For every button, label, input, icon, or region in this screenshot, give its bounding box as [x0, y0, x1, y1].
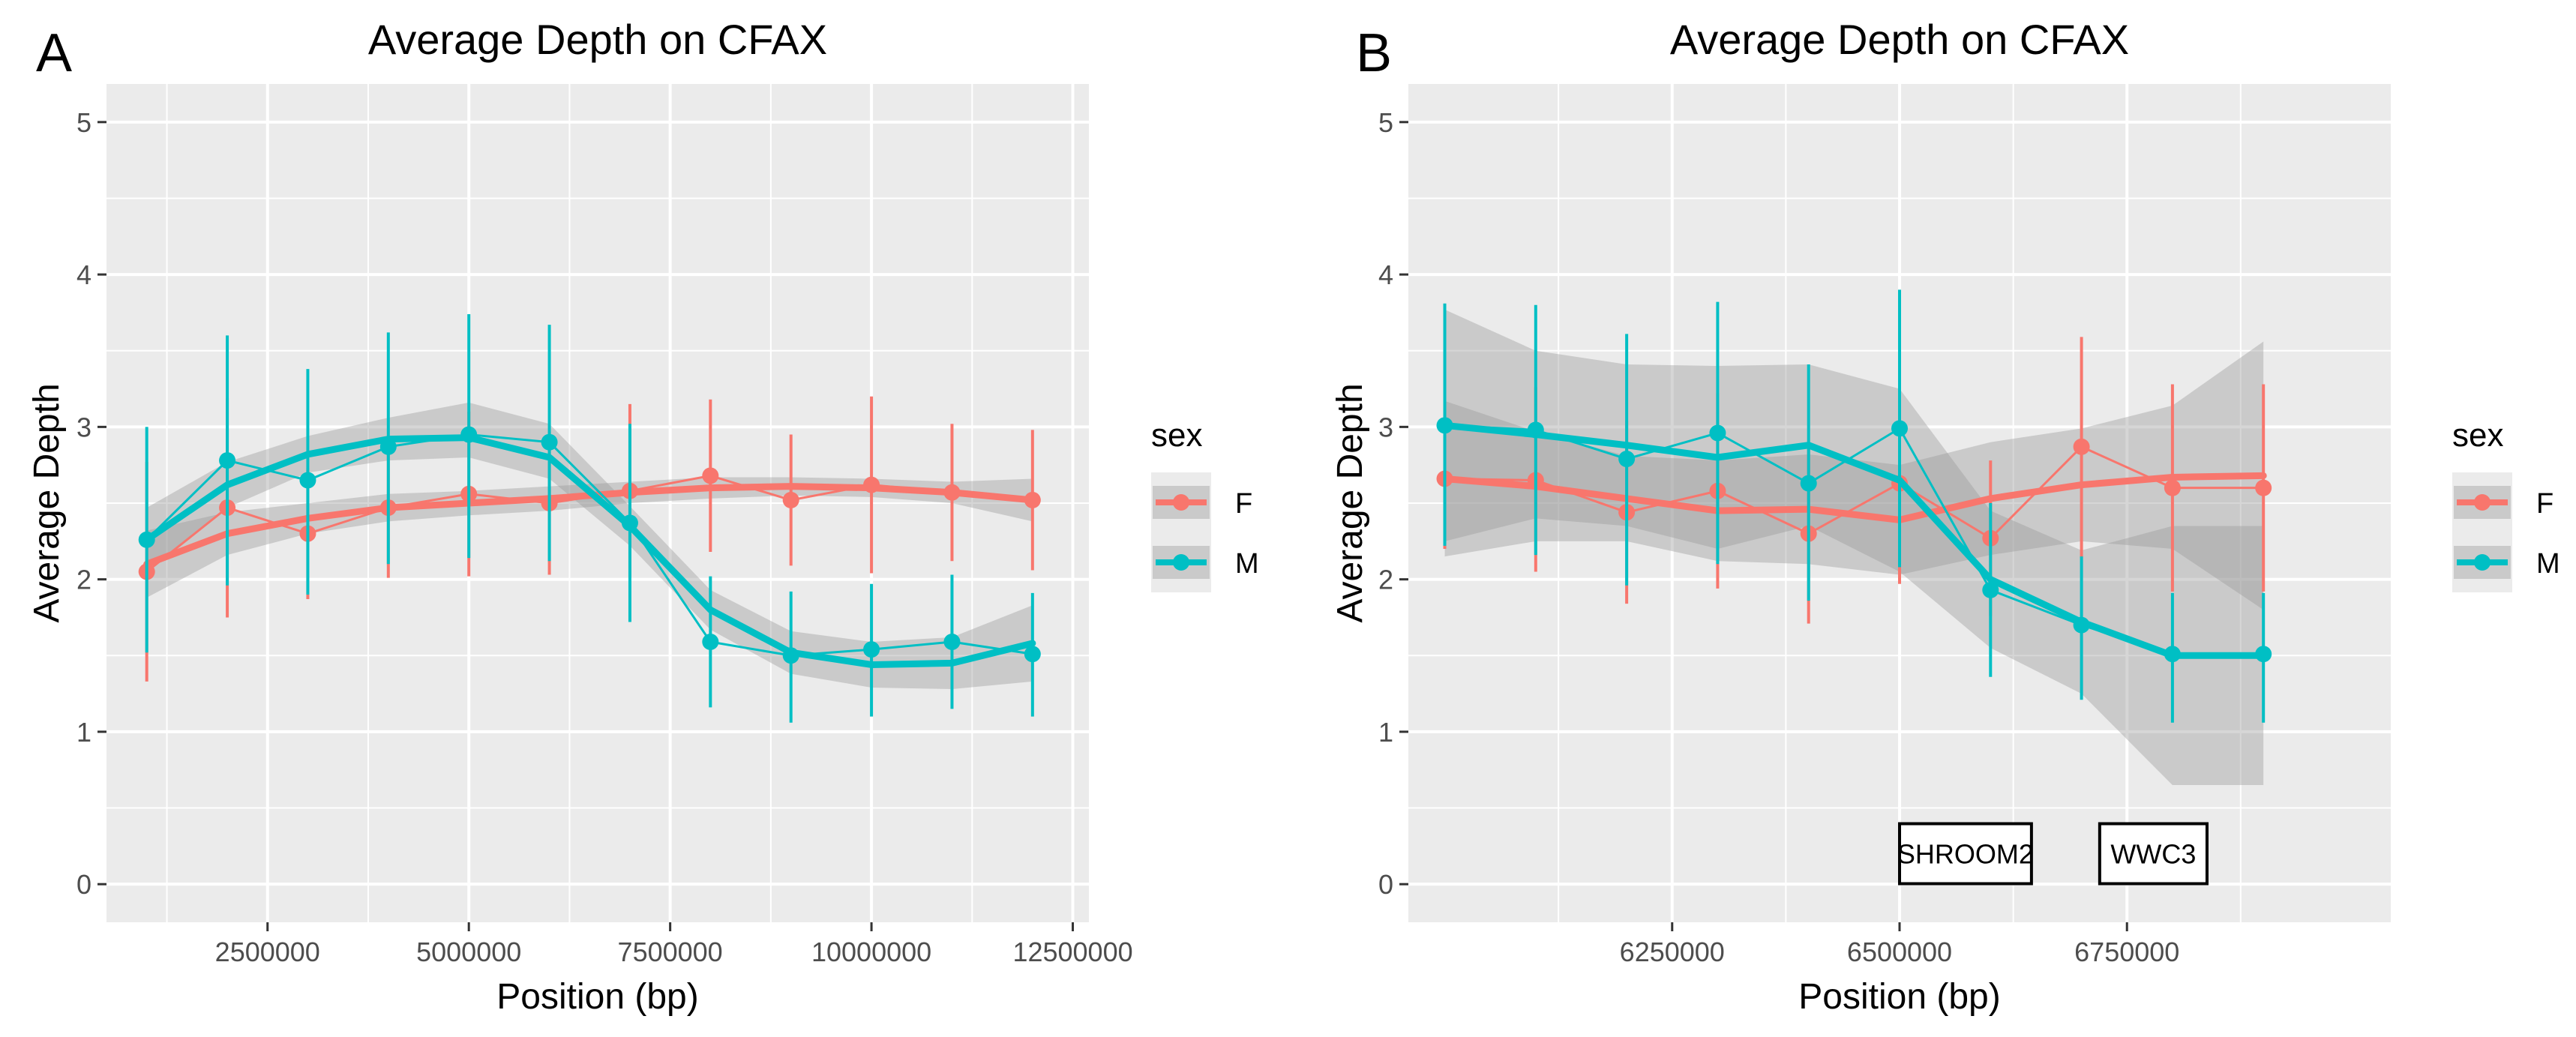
- gene-annotation-box: [2098, 822, 2209, 886]
- y-axis-title: Average Depth: [27, 383, 67, 622]
- y-tick-label: 2: [76, 565, 91, 595]
- data-point-m: [2255, 646, 2272, 663]
- data-point-m: [138, 531, 155, 548]
- data-point-m: [621, 514, 638, 532]
- y-tick-label: 5: [76, 107, 91, 138]
- x-axis-title: Position (bp): [1798, 977, 2000, 1017]
- y-tick-label: 0: [1378, 869, 1393, 900]
- chart-title: Average Depth on CFAX: [1670, 16, 2129, 63]
- x-tick-label: 12500000: [1012, 937, 1132, 967]
- data-point-m: [1024, 646, 1041, 663]
- data-point-f: [2255, 479, 2272, 496]
- legend-label-f: F: [2536, 488, 2554, 520]
- x-tick-label: 10000000: [811, 937, 931, 967]
- x-tick-label: 5000000: [416, 937, 521, 967]
- gene-annotation-label: SHROOM2: [1897, 839, 2034, 870]
- legend-label-m: M: [2536, 548, 2560, 580]
- panel-label: B: [1356, 23, 1392, 83]
- chart-title: Average Depth on CFAX: [368, 16, 827, 63]
- x-tick-label: 2500000: [215, 937, 320, 967]
- data-point-m: [2164, 646, 2181, 663]
- smooth-line-m: [1441, 421, 2267, 659]
- data-point-f: [943, 484, 961, 501]
- y-tick-label: 1: [1378, 717, 1393, 748]
- data-point-m: [1891, 420, 1908, 437]
- y-axis-title: Average Depth: [1330, 383, 1370, 622]
- panel-a: 0 1 2 3 4 5 2500000 5000000 7500000 10000000 12500…: [27, 16, 1259, 1017]
- y-tick-label: 3: [76, 412, 91, 442]
- data-point-m: [1800, 475, 1817, 492]
- smooth-line-f: [1441, 472, 2267, 523]
- y-tick-label: 4: [76, 259, 91, 290]
- legend-key-point: [1173, 494, 1189, 511]
- legend-title: sex: [2452, 417, 2503, 454]
- y-tick-label: 5: [1378, 107, 1393, 138]
- x-tick-label: 6250000: [1620, 937, 1725, 967]
- confidence-band-f: [1444, 341, 2264, 610]
- y-tick-label: 1: [76, 717, 91, 748]
- data-point-f: [1024, 491, 1041, 508]
- data-point-m: [299, 472, 316, 489]
- legend-label-f: F: [1235, 488, 1252, 520]
- data-point-m: [219, 452, 236, 469]
- panel-label: A: [36, 23, 72, 83]
- x-tick-label: 7500000: [618, 937, 723, 967]
- data-point-m: [460, 426, 478, 443]
- series-line-m: [145, 433, 1033, 657]
- gene-annotation-label: WWC3: [2110, 839, 2196, 870]
- legend-label-m: M: [1235, 548, 1259, 580]
- data-point-f: [702, 467, 719, 484]
- data-point-m: [943, 633, 961, 650]
- smooth-line-m: [143, 434, 1036, 668]
- data-point-m: [782, 647, 799, 664]
- data-point-f: [2164, 479, 2181, 496]
- legend-title: sex: [1151, 417, 1202, 454]
- x-tick-label: 6750000: [2074, 937, 2179, 967]
- y-tick-label: 4: [1378, 259, 1393, 290]
- data-point-m: [863, 641, 880, 658]
- data-point-f: [863, 476, 880, 493]
- legend-key-point: [2474, 554, 2491, 571]
- x-tick-label: 6500000: [1847, 937, 1952, 967]
- data-point-m: [1618, 451, 1636, 468]
- data-point-m: [1436, 417, 1453, 434]
- x-axis-title: Position (bp): [496, 977, 698, 1017]
- data-point-m: [2073, 616, 2090, 634]
- panel-b: 0 1 2 3 4 5 6250000 6500000 6750000 SHROOM2 WWC3 Av…: [1330, 16, 2560, 1017]
- data-point-m: [541, 433, 558, 451]
- data-point-m: [379, 438, 397, 455]
- data-point-m: [1709, 424, 1726, 442]
- legend-key-point: [2474, 494, 2491, 511]
- series-line-f: [1444, 445, 2264, 540]
- data-point-f: [2073, 438, 2090, 455]
- y-tick-label: 0: [76, 869, 91, 900]
- legend-key-point: [1173, 554, 1189, 571]
- data-point-f: [782, 491, 799, 508]
- gene-annotation-box: [1898, 822, 2033, 886]
- data-point-m: [702, 633, 719, 650]
- data-point-m: [1527, 421, 1544, 439]
- y-tick-label: 3: [1378, 412, 1393, 442]
- data-point-m: [1982, 581, 1999, 598]
- confidence-band-m: [1444, 309, 2264, 786]
- y-tick-label: 2: [1378, 565, 1393, 595]
